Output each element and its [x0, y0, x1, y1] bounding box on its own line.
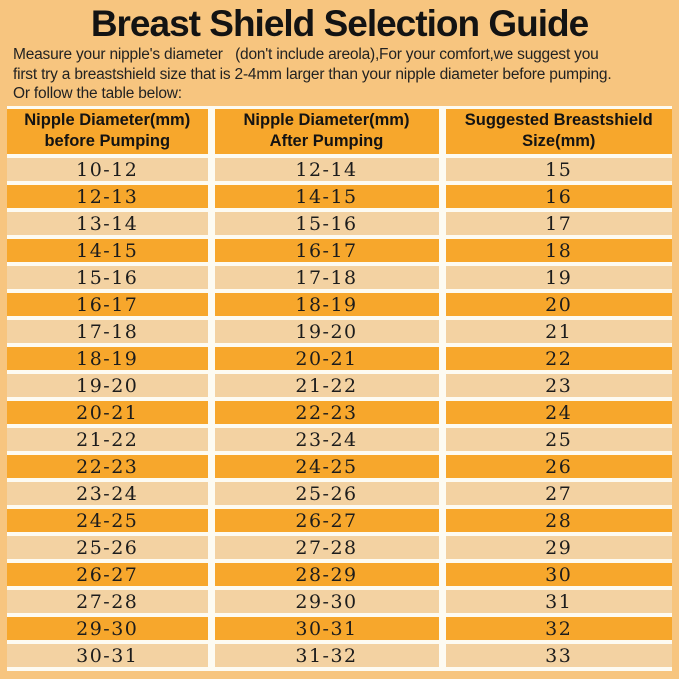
- selection-table: Nipple Diameter(mm) before Pumping Nippl…: [7, 105, 672, 671]
- table-row: 10-12 12-14 15: [7, 154, 672, 183]
- cell-diameter-after-pumping: 17-18: [207, 262, 442, 291]
- cell-diameter-after-pumping: 31-32: [207, 640, 442, 671]
- table-row: 18-19 20-21 22: [7, 343, 672, 372]
- cell-diameter-after-pumping: 28-29: [207, 559, 442, 588]
- cell-diameter-before-pumping: 27-28: [7, 586, 211, 615]
- cell-suggested-shield-size: 21: [438, 316, 672, 345]
- cell-diameter-after-pumping: 27-28: [207, 532, 442, 561]
- cell-diameter-after-pumping: 20-21: [207, 343, 442, 372]
- cell-diameter-after-pumping: 18-19: [207, 289, 442, 318]
- cell-diameter-before-pumping: 26-27: [7, 559, 211, 588]
- cell-diameter-before-pumping: 15-16: [7, 262, 211, 291]
- cell-suggested-shield-size: 16: [438, 181, 672, 210]
- cell-diameter-before-pumping: 16-17: [7, 289, 211, 318]
- cell-diameter-before-pumping: 24-25: [7, 505, 211, 534]
- cell-diameter-after-pumping: 16-17: [207, 235, 442, 264]
- cell-diameter-after-pumping: 22-23: [207, 397, 442, 426]
- cell-suggested-shield-size: 19: [438, 262, 672, 291]
- col-header-after-line1: Nipple Diameter(mm): [243, 111, 410, 130]
- cell-diameter-before-pumping: 23-24: [7, 478, 211, 507]
- col-header-suggested-size: Suggested Breastshield Size(mm): [438, 105, 672, 156]
- intro-line-1: Measure your nipple's diameter (don't in…: [13, 46, 599, 63]
- intro-paragraph: Measure your nipple's diameter (don't in…: [13, 45, 679, 104]
- table-row: 21-22 23-24 25: [7, 424, 672, 453]
- cell-diameter-before-pumping: 30-31: [7, 640, 211, 671]
- cell-diameter-after-pumping: 14-15: [207, 181, 442, 210]
- cell-diameter-after-pumping: 29-30: [207, 586, 442, 615]
- table-header-row: Nipple Diameter(mm) before Pumping Nippl…: [7, 105, 672, 156]
- table-row: 23-24 25-26 27: [7, 478, 672, 507]
- cell-diameter-before-pumping: 29-30: [7, 613, 211, 642]
- table-row: 25-26 27-28 29: [7, 532, 672, 561]
- cell-suggested-shield-size: 27: [438, 478, 672, 507]
- cell-diameter-before-pumping: 13-14: [7, 208, 211, 237]
- cell-suggested-shield-size: 33: [438, 640, 672, 671]
- cell-diameter-before-pumping: 22-23: [7, 451, 211, 480]
- cell-diameter-before-pumping: 17-18: [7, 316, 211, 345]
- cell-suggested-shield-size: 25: [438, 424, 672, 453]
- cell-diameter-before-pumping: 18-19: [7, 343, 211, 372]
- intro-line-2: first try a breastshield size that is 2-…: [13, 65, 612, 83]
- page-title: Breast Shield Selection Guide: [90, 3, 589, 44]
- table-row: 29-30 30-31 32: [7, 613, 672, 642]
- cell-diameter-after-pumping: 12-14: [207, 154, 442, 183]
- table-row: 17-18 19-20 21: [7, 316, 672, 345]
- cell-suggested-shield-size: 20: [438, 289, 672, 318]
- cell-diameter-before-pumping: 19-20: [7, 370, 211, 399]
- cell-diameter-before-pumping: 20-21: [7, 397, 211, 426]
- cell-suggested-shield-size: 15: [438, 154, 672, 183]
- cell-diameter-after-pumping: 25-26: [207, 478, 442, 507]
- cell-suggested-shield-size: 32: [438, 613, 672, 642]
- table-row: 24-25 26-27 28: [7, 505, 672, 534]
- col-header-size-line1: Suggested Breastshield: [464, 111, 653, 130]
- cell-suggested-shield-size: 28: [438, 505, 672, 534]
- table-row: 22-23 24-25 26: [7, 451, 672, 480]
- table-row: 16-17 18-19 20: [7, 289, 672, 318]
- table-row: 13-14 15-16 17: [7, 208, 672, 237]
- cell-suggested-shield-size: 29: [438, 532, 672, 561]
- col-header-before-line1: Nipple Diameter(mm): [24, 111, 191, 130]
- cell-diameter-after-pumping: 30-31: [207, 613, 442, 642]
- cell-suggested-shield-size: 22: [438, 343, 672, 372]
- cell-diameter-after-pumping: 19-20: [207, 316, 442, 345]
- cell-suggested-shield-size: 26: [438, 451, 672, 480]
- table-row: 20-21 22-23 24: [7, 397, 672, 426]
- cell-diameter-after-pumping: 15-16: [207, 208, 442, 237]
- cell-diameter-before-pumping: 12-13: [7, 181, 211, 210]
- table-row: 12-13 14-15 16: [7, 181, 672, 210]
- cell-suggested-shield-size: 18: [438, 235, 672, 264]
- cell-diameter-after-pumping: 26-27: [207, 505, 442, 534]
- col-header-after-line2: After Pumping: [269, 132, 384, 151]
- table-row: 26-27 28-29 30: [7, 559, 672, 588]
- cell-diameter-after-pumping: 24-25: [207, 451, 442, 480]
- cell-suggested-shield-size: 31: [438, 586, 672, 615]
- cell-diameter-before-pumping: 21-22: [7, 424, 211, 453]
- table-body: 10-12 12-14 15 12-13 14-15 16 13-14 15-1…: [7, 154, 672, 671]
- table-row: 19-20 21-22 23: [7, 370, 672, 399]
- cell-diameter-after-pumping: 23-24: [207, 424, 442, 453]
- table-row: 14-15 16-17 18: [7, 235, 672, 264]
- col-header-after-pumping: Nipple Diameter(mm) After Pumping: [207, 105, 442, 156]
- cell-diameter-before-pumping: 25-26: [7, 532, 211, 561]
- col-header-before-pumping: Nipple Diameter(mm) before Pumping: [7, 105, 211, 156]
- intro-line-3: Or follow the table below:: [13, 85, 182, 102]
- table-row: 30-31 31-32 33: [7, 640, 672, 671]
- cell-suggested-shield-size: 17: [438, 208, 672, 237]
- cell-diameter-after-pumping: 21-22: [207, 370, 442, 399]
- cell-suggested-shield-size: 24: [438, 397, 672, 426]
- cell-diameter-before-pumping: 14-15: [7, 235, 211, 264]
- cell-diameter-before-pumping: 10-12: [7, 154, 211, 183]
- col-header-before-line2: before Pumping: [44, 132, 171, 151]
- cell-suggested-shield-size: 30: [438, 559, 672, 588]
- table-row: 27-28 29-30 31: [7, 586, 672, 615]
- col-header-size-line2: Size(mm): [522, 132, 596, 151]
- table-row: 15-16 17-18 19: [7, 262, 672, 291]
- cell-suggested-shield-size: 23: [438, 370, 672, 399]
